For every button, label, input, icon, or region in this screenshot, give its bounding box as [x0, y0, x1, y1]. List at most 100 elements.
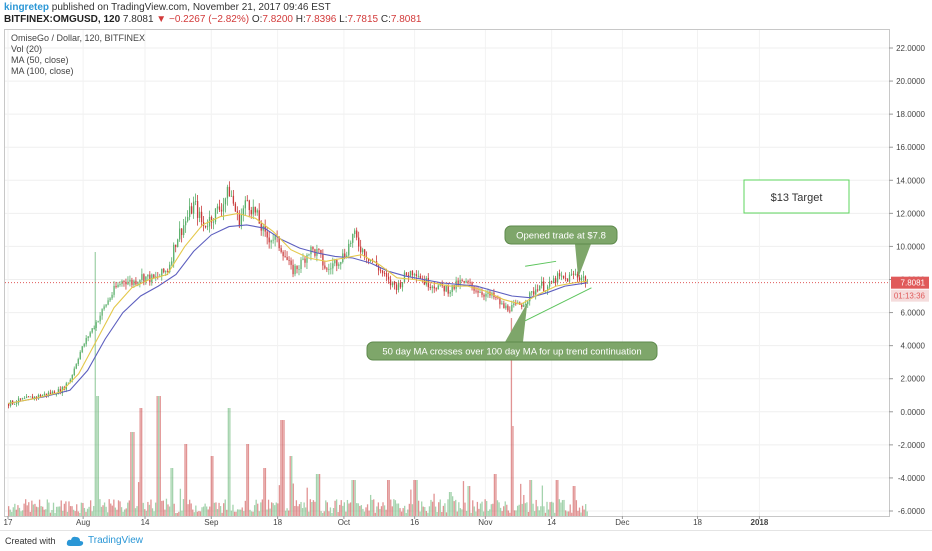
volume-bar — [110, 503, 112, 516]
price-axis[interactable]: 22.0000 20.0000 18.0000 16.0000 14.0000 12.00… — [889, 44, 929, 516]
volume-bar — [43, 509, 45, 516]
x-tick-label: Sep — [204, 518, 219, 527]
volume-bar — [382, 502, 384, 516]
candle-body — [483, 294, 485, 297]
candle-body — [389, 279, 392, 286]
volume-bar — [235, 511, 237, 516]
volume-bar — [428, 506, 431, 516]
candle-body — [505, 305, 507, 309]
volume-bar — [352, 480, 355, 516]
volume-bar — [250, 511, 253, 516]
legend-volume[interactable]: Vol (20) — [11, 44, 43, 54]
chart-frame[interactable] — [4, 29, 890, 517]
y-tick-label: 16.0000 — [896, 143, 925, 152]
volume-bar — [57, 506, 59, 516]
candle-body — [149, 274, 151, 283]
volume-bar — [305, 507, 307, 516]
candle-body — [453, 285, 455, 289]
candle-body — [393, 281, 396, 285]
x-tick-label: Nov — [478, 518, 492, 527]
candles — [8, 181, 589, 409]
volume-bar — [145, 510, 147, 516]
x-tick-label: 16 — [410, 518, 419, 527]
volume-bar — [195, 505, 197, 516]
volume-bar — [79, 512, 81, 516]
candle-body — [212, 221, 215, 223]
candle-body — [27, 396, 30, 398]
candle-body — [91, 328, 93, 333]
candle-body — [346, 255, 348, 258]
volume-bar — [93, 506, 95, 516]
candle-body — [568, 274, 571, 282]
candle-body — [153, 274, 155, 278]
candle-body — [13, 403, 16, 405]
author-link[interactable]: kingretep — [4, 2, 50, 13]
volume-bar — [244, 500, 246, 516]
target-box — [743, 179, 850, 214]
close-value: 7.8081 — [390, 14, 422, 25]
candle-body — [228, 186, 231, 197]
candle-body — [284, 256, 286, 258]
volume-bar — [523, 494, 525, 516]
volume-bar — [63, 503, 65, 516]
candle-body — [111, 294, 113, 299]
indicator-legend: OmiseGo / Dollar, 120, BITFINEX Vol (20)… — [11, 33, 145, 77]
volume-bar — [558, 499, 561, 516]
volume-bar — [264, 468, 267, 516]
volume-bar — [509, 512, 511, 516]
tradingview-brand[interactable]: TradingView — [88, 535, 144, 546]
volume-bar — [520, 483, 522, 516]
volume-bar — [451, 496, 454, 516]
volume-bar — [108, 499, 110, 516]
candle-body — [362, 249, 364, 253]
tradingview-cloud-icon — [66, 536, 84, 546]
candle-body — [501, 303, 503, 305]
volume-bar — [168, 506, 171, 516]
candle-body — [171, 261, 173, 265]
time-axis[interactable]: 17 Aug 14 Sep 18 Oct 16 Nov 14 Dec 18 2018 — [4, 516, 769, 527]
candle-body — [507, 305, 509, 311]
volume-bar — [578, 507, 581, 516]
candle-body — [87, 336, 89, 339]
volume-bar — [306, 487, 308, 516]
candle-body — [187, 216, 189, 222]
volume-bar — [413, 480, 415, 516]
volume-bar — [88, 506, 90, 516]
legend-ma50[interactable]: MA (50, close) — [11, 55, 69, 65]
volume-bar — [489, 509, 491, 516]
volume-bar — [161, 500, 163, 516]
volume-bar — [354, 480, 356, 516]
candle-body — [527, 301, 529, 305]
candle-body — [97, 321, 99, 323]
candle-body — [509, 310, 511, 312]
candle-body — [196, 201, 199, 218]
volume-bar — [142, 502, 144, 516]
volume-bar — [481, 501, 483, 516]
volume-bar — [188, 499, 191, 516]
volume-bar — [532, 503, 534, 516]
candle-body — [107, 300, 109, 305]
candle-body — [348, 243, 350, 256]
legend-series[interactable]: OmiseGo / Dollar, 120, BITFINEX — [11, 33, 146, 43]
volume-bar — [167, 504, 169, 516]
candle-body — [358, 237, 360, 247]
volume-bar — [179, 488, 182, 516]
volume-bar — [94, 252, 96, 516]
volume-bar — [178, 511, 180, 516]
volume-bar — [404, 505, 406, 516]
volume-bar — [527, 511, 530, 516]
volume-bar — [533, 511, 536, 516]
legend-ma100[interactable]: MA (100, close) — [11, 66, 74, 76]
x-tick-label: 18 — [273, 518, 282, 527]
candle-body — [415, 274, 418, 276]
volume-bar — [340, 500, 342, 516]
candle-body — [242, 208, 245, 215]
volume-bar — [504, 501, 506, 516]
candle-body — [89, 332, 91, 337]
volume-bar — [107, 512, 109, 516]
x-tick-label: Oct — [338, 518, 351, 527]
volume-bar — [498, 502, 500, 516]
candle-body — [499, 298, 501, 305]
candle-body — [320, 249, 322, 254]
